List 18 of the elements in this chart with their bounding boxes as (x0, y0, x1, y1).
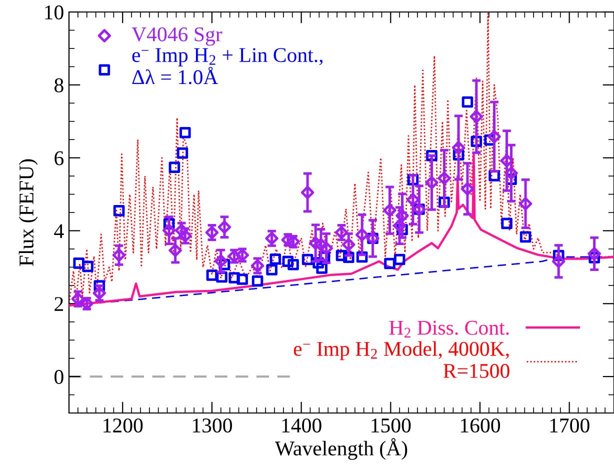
y-tick-label: 8 (54, 78, 64, 92)
x-tick-label: 1600 (460, 418, 500, 433)
x-axis-title: Wavelength (Å) (274, 438, 408, 460)
y-tick-label: 10 (45, 5, 64, 20)
x-tick-label: 1500 (372, 418, 411, 433)
text: H$_{2}$ Diss. Cont. (389, 320, 509, 338)
x-tick-label: 1300 (192, 418, 232, 433)
y-tick-label: 4 (54, 224, 64, 238)
y-tick-label: 0 (54, 370, 64, 384)
y-tick-label: 6 (54, 151, 64, 166)
x-tick-label: 1200 (104, 418, 143, 433)
y-tick-label: 2 (54, 297, 63, 311)
x-tick-label: 1700 (550, 418, 590, 433)
legend-label: e$^{−}$ Imp H$_{2}$ + Lin Cont., Δλ = 1.0Å (132, 48, 322, 84)
y-axis-title: Flux (FEFU) (18, 159, 38, 266)
x-tick-label: 1400 (282, 418, 322, 433)
text: e$^{−}$ Imp H$_{2}$ Model, 4000K, R=1500 (294, 341, 510, 378)
legend-label: V4046 Sgr (132, 27, 222, 46)
